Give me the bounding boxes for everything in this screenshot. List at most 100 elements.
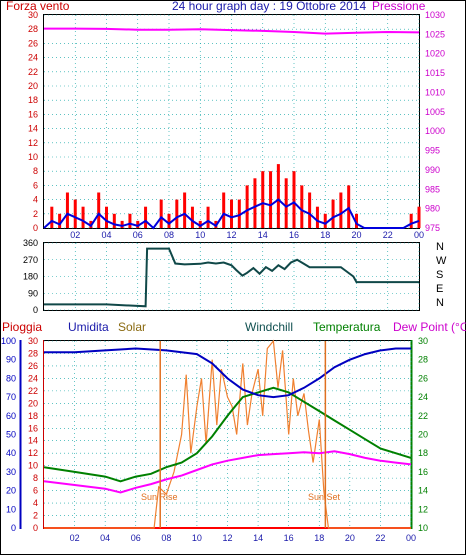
wind-tick-label: 0 <box>33 223 38 233</box>
humidity-tick-label: 80 <box>6 373 16 383</box>
wind-speed-label: Forza vento <box>6 0 70 13</box>
wind-gust-bar <box>355 213 358 228</box>
hour-tick-label: 18 <box>320 230 330 240</box>
humidity-label: Umidita <box>68 320 109 334</box>
rain-tick-label: 4 <box>33 498 38 508</box>
pressure-tick-label: 1030 <box>425 10 445 20</box>
hour-tick-label: 16 <box>284 533 294 543</box>
pressure-tick-label: 1020 <box>425 49 445 59</box>
rain-tick-label: 26 <box>28 361 38 371</box>
rain-label: Pioggia <box>2 320 42 334</box>
wind-gust-bar <box>237 199 241 228</box>
wind-gust-bar <box>323 213 327 228</box>
wind-gust-bar <box>136 220 140 228</box>
humidity-tick-label: 60 <box>6 411 16 421</box>
rain-tick-label: 22 <box>28 386 38 396</box>
pressure-tick-label: 975 <box>425 223 440 233</box>
pressure-tick-label: 995 <box>425 146 440 156</box>
pressure-tick-label: 1015 <box>425 68 445 78</box>
rain-tick-label: 6 <box>33 486 38 496</box>
wind-gust-bar <box>58 213 62 228</box>
temperature-line <box>43 386 412 483</box>
pressure-tick-label: 985 <box>425 184 440 194</box>
wind-panel-border <box>43 14 420 229</box>
wind-tick-label: 12 <box>28 138 38 148</box>
wind-tick-label: 26 <box>28 38 38 48</box>
hour-tick-label: 04 <box>101 230 111 240</box>
wind-gust-bar <box>190 206 194 228</box>
humidity-tick-label: 10 <box>6 504 16 514</box>
compass-label: E <box>436 283 443 295</box>
wind-gust-bar <box>183 192 187 228</box>
hour-tick-label: 22 <box>375 533 385 543</box>
hour-tick-label: 16 <box>289 230 299 240</box>
rain-tick-label: 16 <box>28 423 38 433</box>
humidity-tick-label: 50 <box>6 430 16 440</box>
hour-tick-label: 00 <box>414 230 424 240</box>
wind-tick-label: 10 <box>28 152 38 162</box>
wind-gust-bar <box>81 206 85 228</box>
wind-tick-label: 6 <box>33 180 38 190</box>
rain-tick-label: 30 <box>28 336 38 346</box>
temp-tick-label: 16 <box>418 467 428 477</box>
wind-tick-label: 18 <box>28 95 38 105</box>
humidity-tick-label: 20 <box>6 486 16 496</box>
hour-tick-label: 20 <box>351 230 361 240</box>
wind-gust-bar <box>315 206 319 228</box>
wind-gust-bar <box>339 192 343 228</box>
wind-gust-bar <box>417 206 421 228</box>
wind-gust-bar <box>73 199 77 228</box>
wind-gust-bar <box>97 192 101 228</box>
wind-tick-label: 22 <box>28 67 38 77</box>
direction-tick-label: 0 <box>33 305 38 315</box>
direction-tick-label: 270 <box>23 255 38 265</box>
rain-tick-label: 0 <box>33 523 38 533</box>
hour-tick-label: 22 <box>383 230 393 240</box>
wind-gust-bar <box>300 185 304 228</box>
wind-tick-label: 24 <box>28 53 38 63</box>
hour-tick-label: 12 <box>222 533 232 543</box>
pressure-tick-label: 1010 <box>425 87 445 97</box>
rain-tick-label: 18 <box>28 411 38 421</box>
temp-tick-label: 30 <box>418 336 428 346</box>
rain-tick-label: 14 <box>28 436 38 446</box>
solar-line <box>44 339 411 529</box>
hour-tick-label: 00 <box>406 533 416 543</box>
direction-tick-label: 360 <box>23 238 38 248</box>
temp-tick-label: 22 <box>418 411 428 421</box>
temp-tick-label: 24 <box>418 392 428 402</box>
wind-gust-bar <box>144 206 148 228</box>
wind-gust-bar <box>284 178 288 228</box>
wind-tick-label: 16 <box>28 109 38 119</box>
temperature-label: Temperatura <box>313 320 381 334</box>
hour-tick-label: 04 <box>100 533 110 543</box>
rain-tick-label: 2 <box>33 511 38 521</box>
wind-tick-label: 20 <box>28 81 38 91</box>
pressure-tick-label: 1025 <box>425 29 445 39</box>
compass-label: N <box>436 241 444 253</box>
pressure-tick-label: 980 <box>425 204 440 214</box>
solar-label: Solar <box>118 320 146 334</box>
hour-tick-label: 02 <box>70 230 80 240</box>
rain-tick-label: 20 <box>28 398 38 408</box>
pressure-tick-label: 1005 <box>425 107 445 117</box>
hour-tick-label: 06 <box>133 230 143 240</box>
temp-tick-label: 14 <box>418 486 428 496</box>
wind-gust-bar <box>112 213 116 228</box>
humidity-line <box>44 347 411 399</box>
wind-gust-bar <box>331 199 335 228</box>
temp-tick-label: 10 <box>418 523 428 533</box>
pressure-tick-label: 990 <box>425 165 440 175</box>
wind-gust-bar <box>269 171 273 228</box>
compass-label: W <box>436 255 447 267</box>
wind-gust-bar <box>128 213 132 228</box>
wind-tick-label: 14 <box>28 124 38 134</box>
hour-tick-label: 06 <box>131 533 141 543</box>
wind-tick-label: 2 <box>33 209 38 219</box>
rain-tick-label: 10 <box>28 461 38 471</box>
wind-tick-label: 30 <box>28 10 38 20</box>
wind-gust-bar <box>292 171 296 228</box>
wind-tick-label: 28 <box>28 24 38 34</box>
